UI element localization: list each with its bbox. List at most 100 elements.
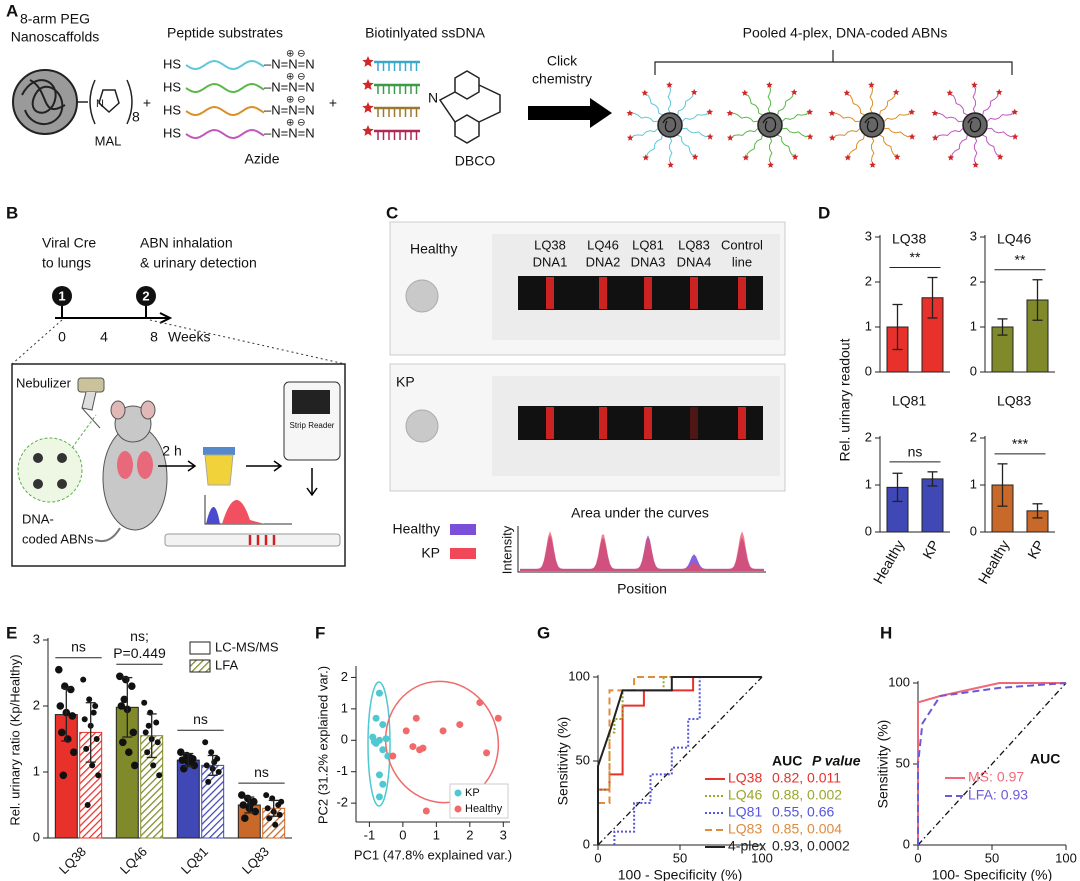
- biotin-icon: [667, 161, 674, 168]
- sample-well: [405, 409, 439, 443]
- data-point: [375, 771, 383, 779]
- significance-label: P=0.449: [113, 645, 166, 661]
- data-point: [389, 752, 397, 760]
- data-point: [205, 778, 212, 785]
- data-point: [117, 702, 126, 710]
- biotin-icon: [666, 81, 673, 88]
- strip-window: [518, 276, 763, 310]
- lane-label: LQ81: [632, 237, 664, 252]
- label: HS: [163, 79, 181, 94]
- y-tick-label: 2: [970, 273, 977, 288]
- biotin-icon: [843, 89, 851, 96]
- biotin-icon: [868, 81, 875, 88]
- legend-label: Healthy: [393, 521, 440, 537]
- legend-swatch: [189, 641, 211, 655]
- legend-stats: 0.93, 0.0002: [772, 838, 850, 854]
- data-point: [276, 811, 283, 818]
- panel-label: H: [880, 623, 892, 642]
- label: to lungs: [42, 255, 91, 271]
- legend-swatch: [189, 659, 211, 673]
- data-point: [379, 780, 387, 788]
- data-point: [202, 739, 209, 746]
- strip-window: [518, 406, 763, 440]
- biotin-icon: [972, 161, 979, 168]
- zoom-line: [71, 414, 97, 449]
- y-tick-label: 0: [341, 732, 348, 747]
- label: DNA-: [22, 511, 54, 526]
- legend-label: 4-plex: [728, 838, 766, 854]
- significance-label: ns: [71, 638, 86, 654]
- data-point: [128, 682, 136, 690]
- y-tick-label: 2: [33, 697, 40, 712]
- reference-diagonal: [917, 682, 1067, 846]
- legend-header: AUC: [772, 753, 802, 769]
- data-point: [251, 807, 260, 816]
- label: HS: [163, 102, 181, 117]
- biotin-icon: [947, 154, 955, 161]
- nanoscaffold: [962, 112, 988, 138]
- data-point: [150, 762, 157, 769]
- data-point: [379, 746, 387, 754]
- mouse-ear: [140, 400, 156, 420]
- data-point: [59, 771, 68, 780]
- confidence-ellipse: [367, 681, 391, 807]
- data-point: [84, 802, 91, 808]
- mouse-tail: [94, 527, 121, 543]
- data-point: [154, 739, 161, 746]
- chart-title: LQ81: [892, 393, 926, 409]
- significance-label: **: [1015, 251, 1026, 267]
- data-point: [215, 769, 222, 775]
- subscript: 8: [132, 109, 140, 125]
- significance-label: ns;: [130, 628, 149, 644]
- nebulizer-tube: [81, 391, 101, 429]
- label: DBCO: [455, 153, 496, 169]
- label: Nanoscaffolds: [11, 29, 99, 45]
- chart-title: LQ46: [997, 231, 1031, 247]
- y-tick-label: 0: [33, 829, 40, 844]
- lung: [117, 451, 133, 479]
- data-point: [119, 738, 127, 747]
- abn: [57, 479, 67, 489]
- legend-label: LFA: [215, 657, 238, 672]
- data-point: [264, 805, 271, 812]
- biotin-icon: [766, 81, 773, 88]
- strip-band: [690, 277, 698, 309]
- arrow: [158, 460, 197, 472]
- y-tick-label: 2: [341, 669, 348, 684]
- label: –N=N=N: [264, 79, 315, 94]
- strip-band: [690, 407, 698, 439]
- legend-label: LQ38: [728, 770, 762, 786]
- label: ABN inhalation: [140, 235, 233, 251]
- nanoscaffold: [657, 112, 683, 138]
- data-point: [68, 712, 77, 720]
- data-point: [241, 814, 249, 822]
- scribble: [662, 116, 677, 133]
- nanoscaffold: [859, 112, 885, 138]
- cup-lid: [203, 447, 235, 455]
- y-axis-label: PC2 (31.2% explained var.): [315, 666, 330, 824]
- abn: [57, 453, 67, 463]
- lane-label: LQ46: [587, 237, 619, 252]
- biotin-icon: [726, 109, 734, 116]
- tick-label: 0: [58, 329, 66, 345]
- biotin-icon: [1011, 108, 1019, 115]
- panel-label: G: [537, 623, 550, 642]
- data-point: [476, 699, 484, 707]
- y-tick-label: 50: [576, 752, 590, 767]
- y-axis-label: Sensitivity (%): [875, 720, 891, 809]
- legend-label: MS:: [968, 769, 993, 785]
- bar: [176, 759, 200, 839]
- y-tick-label: 1: [341, 700, 348, 715]
- biotin-icon: [844, 154, 852, 161]
- data-point: [208, 749, 215, 756]
- y-tick-label: 3: [33, 631, 40, 646]
- peptide: [185, 59, 265, 71]
- lane-label: LQ83: [678, 237, 710, 252]
- scribble: [21, 79, 66, 125]
- legend-stats: 0.82, 0.011: [772, 770, 841, 786]
- data-point: [186, 753, 194, 762]
- label: –N=N=N: [264, 56, 315, 71]
- scribble: [864, 116, 879, 133]
- biotin-icon: [626, 134, 634, 141]
- arrow: [246, 460, 283, 472]
